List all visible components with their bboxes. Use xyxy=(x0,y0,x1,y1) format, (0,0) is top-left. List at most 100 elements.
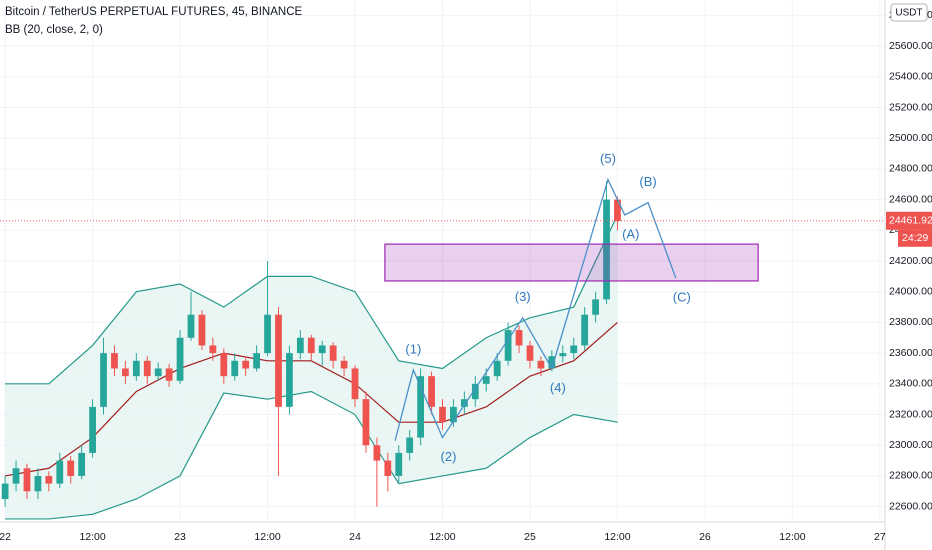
candle-body xyxy=(471,383,479,400)
indicator-legend: BB (20, close, 2, 0) xyxy=(5,24,103,36)
candle-body xyxy=(548,356,556,369)
candle-body xyxy=(220,353,228,377)
countdown-tag xyxy=(898,229,932,247)
candle-body xyxy=(286,353,293,407)
candle-body xyxy=(56,460,64,484)
candle-body xyxy=(231,360,239,377)
countdown-label: 24:29 xyxy=(902,232,928,244)
candle-body xyxy=(275,314,282,407)
y-tick-label: 23200.00 xyxy=(889,408,932,420)
candle-body xyxy=(318,345,326,354)
y-tick-label: 23400.00 xyxy=(889,378,932,390)
wave-label: (B) xyxy=(639,174,656,189)
candle-body xyxy=(340,360,348,369)
candle-body xyxy=(592,299,599,315)
candle-body xyxy=(100,353,107,407)
candle-body xyxy=(154,368,162,377)
x-tick-label: 27 xyxy=(874,531,886,543)
candle-body xyxy=(45,475,53,484)
y-tick-label: 24000.00 xyxy=(889,285,932,297)
x-tick-label: 25 xyxy=(524,531,536,543)
x-tick-label: 12:00 xyxy=(429,531,455,543)
x-tick-label: 12:00 xyxy=(254,531,280,543)
y-tick-label: 22800.00 xyxy=(889,470,932,482)
candle-body xyxy=(570,345,578,354)
y-tick-label: 23600.00 xyxy=(889,347,932,359)
candle-body xyxy=(253,353,260,369)
candle-body xyxy=(450,406,457,423)
last-price-label: 24461.92 xyxy=(889,215,932,227)
candle-body xyxy=(417,376,425,438)
y-tick-label: 24800.00 xyxy=(889,163,932,175)
candle-body xyxy=(614,199,621,222)
wave-label: (2) xyxy=(441,449,457,464)
bollinger-upper xyxy=(5,214,619,385)
x-tick-label: 23 xyxy=(174,531,186,543)
wave-label: (5) xyxy=(600,151,616,166)
candle-body xyxy=(78,452,86,476)
candle-body xyxy=(559,353,567,357)
x-tick-label: 12:00 xyxy=(604,531,630,543)
candle-body xyxy=(89,406,96,453)
candle-body xyxy=(1,483,9,499)
price-zone xyxy=(384,243,759,282)
candle-body xyxy=(176,337,184,381)
wave-label: (4) xyxy=(550,380,566,395)
candle-body xyxy=(581,314,589,346)
x-tick-label: 12:00 xyxy=(79,531,105,543)
x-tick-label: 12:00 xyxy=(779,531,805,543)
candle-body xyxy=(603,199,610,300)
wave-label: (3) xyxy=(515,289,531,304)
candle-body xyxy=(187,314,195,338)
x-tick-label: 22 xyxy=(0,531,11,543)
y-tick-label: 23800.00 xyxy=(889,316,932,328)
y-tick-label: 25000.00 xyxy=(889,132,932,144)
candle-body xyxy=(23,468,31,492)
plot-area: (1) (2) (3) (4) (5) (A) (B) (C) xyxy=(0,151,885,520)
last-price-tag xyxy=(886,211,932,230)
candle-body xyxy=(515,330,523,346)
candle-body xyxy=(209,345,217,354)
candle-body xyxy=(198,314,206,346)
y-tick-label: 24600.00 xyxy=(889,193,932,205)
unit-label[interactable]: USDT xyxy=(895,8,922,19)
candle-body xyxy=(482,376,490,384)
candle-body xyxy=(428,376,435,407)
candle-body xyxy=(384,460,392,476)
candle-body xyxy=(121,368,129,377)
y-tick-label: 25600.00 xyxy=(889,40,932,52)
wave-line xyxy=(394,177,677,441)
candle-body xyxy=(264,314,271,354)
candle-body xyxy=(296,337,304,354)
y-tick-label: 25400.00 xyxy=(889,71,932,83)
candle-body xyxy=(111,353,118,369)
candle-body xyxy=(460,399,468,407)
candle-body xyxy=(406,437,414,453)
bollinger-fill xyxy=(5,214,618,519)
candle-body xyxy=(439,406,446,423)
wave-label: (A) xyxy=(622,226,639,241)
candle-body xyxy=(34,475,42,492)
candle-body xyxy=(132,360,140,377)
unit-badge[interactable] xyxy=(890,3,928,22)
candle-body xyxy=(395,452,403,476)
candle-body xyxy=(329,345,337,361)
candle-body xyxy=(143,360,151,377)
candle-body xyxy=(504,330,512,361)
wave-label: (1) xyxy=(405,341,421,356)
y-tick-label: 25200.00 xyxy=(889,101,932,113)
candle-body xyxy=(307,337,315,354)
candle-body xyxy=(373,445,381,461)
candle-body xyxy=(526,345,534,361)
candle-body xyxy=(537,360,545,369)
axes: 22600.00 22800.00 23000.00 23200.00 23400.00… xyxy=(0,9,932,543)
candle-body xyxy=(67,460,75,476)
candle-body xyxy=(362,399,370,446)
wave-label: (C) xyxy=(673,289,691,304)
x-tick-label: 26 xyxy=(699,531,711,543)
y-tick-label: 23000.00 xyxy=(889,439,932,451)
y-tick-label: 22600.00 xyxy=(889,500,932,512)
chart-title: Bitcoin / TetherUS PERPETUAL FUTURES, 45… xyxy=(5,6,303,18)
candle-body xyxy=(165,368,173,381)
